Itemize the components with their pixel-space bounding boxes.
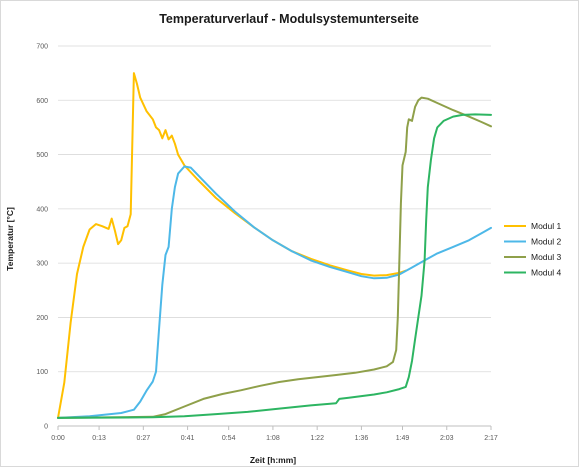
x-tick-label: 1:08 xyxy=(266,435,280,442)
x-tick-label: 0:00 xyxy=(51,435,65,442)
x-tick-label: 0:41 xyxy=(181,435,195,442)
legend-item-modul-2: Modul 2 xyxy=(504,237,562,247)
legend-item-modul-4: Modul 4 xyxy=(504,268,562,278)
chart-title: Temperaturverlauf - Modulsystemunterseit… xyxy=(159,12,419,26)
x-tick-label: 2:17 xyxy=(484,435,498,442)
legend-label: Modul 2 xyxy=(531,237,562,247)
x-tick-label: 0:54 xyxy=(222,435,236,442)
y-tick-label: 400 xyxy=(36,206,48,213)
series-line-modul-1 xyxy=(57,72,407,419)
legend-label: Modul 3 xyxy=(531,252,562,262)
legend-label: Modul 1 xyxy=(531,221,562,231)
y-tick-label: 500 xyxy=(36,152,48,159)
legend: Modul 1 Modul 2 Modul 3 Modul 4 xyxy=(504,221,562,278)
y-tick-label: 700 xyxy=(36,44,48,51)
x-tick-label: 1:49 xyxy=(396,435,410,442)
axes: 0 100 200 300 400 500 600 700 0:00 0:13 0:27 0:41 0:… xyxy=(36,44,498,443)
y-axis-label: Temperatur [°C] xyxy=(5,207,15,271)
x-tick-label: 0:13 xyxy=(92,435,106,442)
x-tick-label: 2:03 xyxy=(440,435,454,442)
x-tick-label: 0:27 xyxy=(137,435,151,442)
series-line-modul-3 xyxy=(57,96,492,419)
y-tick-label: 200 xyxy=(36,315,48,322)
x-tick-label: 1:22 xyxy=(310,435,324,442)
y-tick-label: 600 xyxy=(36,98,48,105)
legend-item-modul-1: Modul 1 xyxy=(504,221,562,231)
legend-item-modul-3: Modul 3 xyxy=(504,252,562,262)
y-tick-label: 100 xyxy=(36,369,48,376)
series-lines xyxy=(57,72,492,419)
series-line-modul-4 xyxy=(57,113,492,419)
series-line-modul-2 xyxy=(57,165,492,419)
x-axis-label: Zeit [h:mm] xyxy=(250,455,296,465)
x-tick-label: 1:36 xyxy=(355,435,369,442)
legend-label: Modul 4 xyxy=(531,268,562,278)
y-tick-label: 300 xyxy=(36,261,48,268)
y-tick-label: 0 xyxy=(44,424,48,431)
